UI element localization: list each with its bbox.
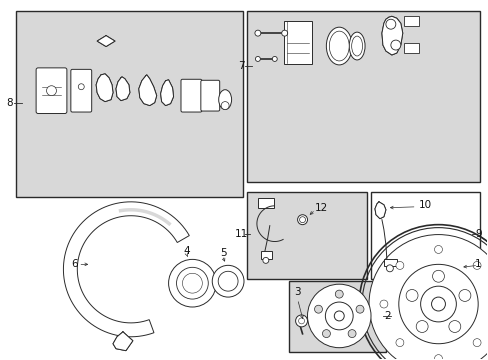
Text: 12: 12: [314, 203, 327, 213]
Circle shape: [472, 339, 480, 347]
Ellipse shape: [328, 31, 348, 61]
Ellipse shape: [218, 90, 231, 109]
Bar: [16, 11, 243, 197]
Text: 2: 2: [383, 311, 390, 321]
Text: 4: 4: [183, 247, 190, 256]
Circle shape: [281, 30, 287, 36]
Circle shape: [78, 84, 84, 90]
Circle shape: [386, 265, 392, 272]
Text: 7: 7: [238, 61, 244, 71]
Circle shape: [395, 339, 403, 347]
Circle shape: [272, 57, 277, 62]
Circle shape: [398, 264, 477, 344]
Bar: [383, 260, 396, 266]
Bar: [283, 21, 312, 64]
Circle shape: [334, 311, 344, 321]
Circle shape: [434, 246, 442, 253]
Circle shape: [298, 318, 304, 324]
Circle shape: [385, 19, 395, 29]
Ellipse shape: [351, 36, 362, 56]
Circle shape: [448, 320, 460, 333]
Circle shape: [168, 260, 216, 307]
Circle shape: [221, 102, 229, 109]
Polygon shape: [113, 332, 133, 351]
Polygon shape: [381, 16, 402, 55]
Circle shape: [355, 305, 363, 313]
Bar: [246, 192, 366, 279]
Circle shape: [472, 261, 480, 269]
Circle shape: [415, 320, 427, 333]
Circle shape: [379, 300, 387, 308]
Circle shape: [218, 271, 238, 291]
Circle shape: [432, 270, 444, 282]
Polygon shape: [97, 36, 115, 46]
Text: 5: 5: [220, 248, 226, 258]
Circle shape: [335, 290, 343, 298]
Circle shape: [212, 265, 244, 297]
Text: 6: 6: [71, 259, 78, 269]
Polygon shape: [116, 77, 130, 100]
Circle shape: [431, 297, 445, 311]
Circle shape: [176, 267, 208, 299]
Text: 8: 8: [6, 98, 13, 108]
Bar: [246, 11, 479, 182]
FancyBboxPatch shape: [201, 80, 219, 111]
Bar: [260, 251, 271, 260]
FancyBboxPatch shape: [71, 69, 92, 112]
Circle shape: [390, 40, 400, 50]
Ellipse shape: [325, 27, 351, 65]
Bar: [403, 43, 418, 53]
Circle shape: [299, 217, 305, 223]
Circle shape: [46, 86, 56, 96]
Circle shape: [347, 330, 355, 338]
Circle shape: [325, 302, 352, 330]
Bar: [257, 198, 273, 208]
Text: 1: 1: [473, 259, 480, 269]
Circle shape: [395, 261, 403, 269]
Circle shape: [254, 30, 260, 36]
Circle shape: [182, 273, 202, 293]
Circle shape: [458, 289, 470, 301]
Bar: [403, 16, 418, 26]
Polygon shape: [161, 80, 173, 105]
Ellipse shape: [348, 32, 365, 60]
FancyBboxPatch shape: [181, 79, 202, 112]
Polygon shape: [96, 74, 113, 102]
Text: 10: 10: [418, 200, 431, 210]
Circle shape: [297, 215, 307, 225]
Circle shape: [255, 57, 260, 62]
FancyBboxPatch shape: [36, 68, 67, 113]
Polygon shape: [374, 202, 385, 219]
Circle shape: [307, 284, 370, 348]
Circle shape: [434, 355, 442, 360]
Circle shape: [368, 235, 488, 360]
Circle shape: [322, 330, 330, 338]
Text: 3: 3: [294, 287, 301, 297]
Bar: [370, 192, 479, 279]
Circle shape: [420, 286, 455, 322]
Circle shape: [314, 305, 322, 313]
Bar: [288, 281, 385, 352]
Circle shape: [405, 289, 417, 301]
Circle shape: [263, 257, 268, 264]
Polygon shape: [63, 202, 189, 337]
Circle shape: [295, 315, 307, 327]
Polygon shape: [139, 75, 156, 105]
Text: 9: 9: [474, 229, 481, 239]
Text: 11: 11: [235, 229, 248, 239]
